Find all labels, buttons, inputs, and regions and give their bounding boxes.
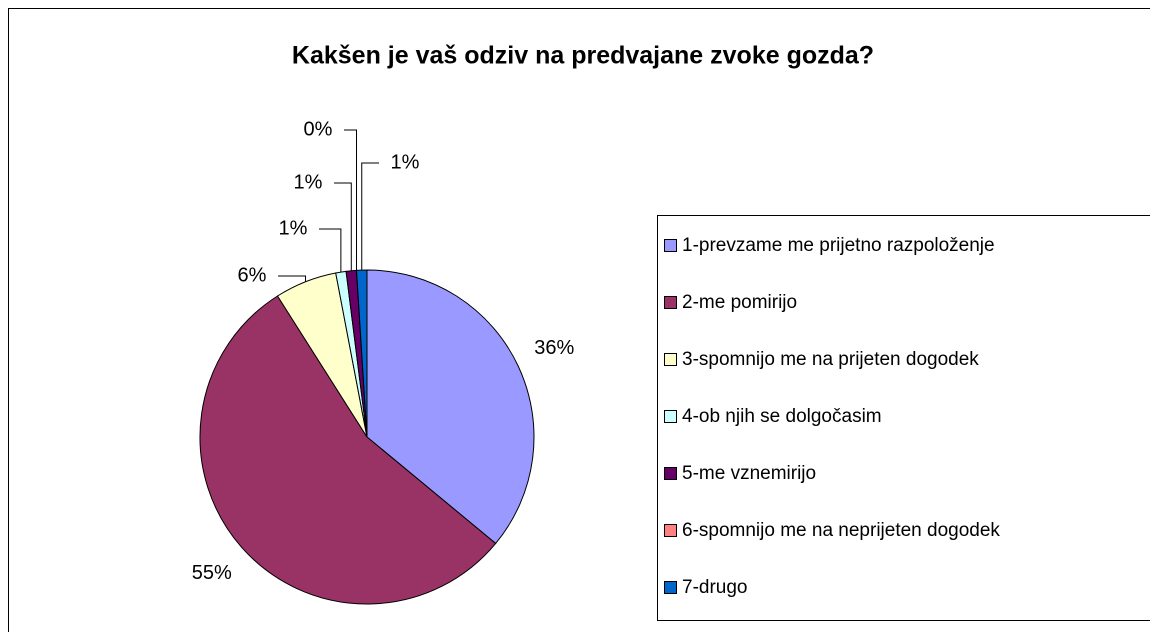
legend-label: 5-me vznemirijo [682, 463, 816, 484]
leader-line [361, 162, 379, 271]
legend-swatch [664, 467, 677, 480]
legend-box [657, 215, 1150, 621]
legend-swatch [664, 239, 677, 252]
leader-line [334, 182, 352, 271]
data-label: 1% [294, 171, 323, 193]
legend-label: 2-me pomirijo [682, 292, 797, 313]
chart-title: Kakšen je vaš odziv na predvajane zvoke … [292, 42, 874, 70]
leader-line [319, 228, 342, 273]
data-label: 1% [391, 151, 420, 173]
pie-slice [199, 295, 497, 605]
legend-swatch [664, 410, 677, 423]
pie-slice [366, 269, 535, 545]
legend-label: 1-prevzame me prijetno razpoloženje [682, 235, 995, 256]
legend-label: 4-ob njih se dolgočasim [682, 406, 882, 427]
leader-line [278, 275, 307, 282]
leader-line [344, 129, 358, 271]
data-label: 1% [279, 217, 308, 239]
pie-slice [355, 269, 368, 438]
legend-swatch [664, 353, 677, 366]
legend-swatch [664, 581, 677, 594]
legend-label: 3-spomnijo me na prijeten dogodek [682, 349, 979, 370]
legend-swatch [664, 296, 677, 309]
data-label: 55% [192, 562, 232, 584]
legend-swatch [664, 524, 677, 537]
legend-label: 7-drugo [682, 577, 748, 598]
data-label: 0% [304, 118, 333, 140]
data-label: 6% [238, 264, 267, 286]
data-label: 36% [534, 337, 574, 359]
legend-label: 6-spomnijo me na neprijeten dogodek [682, 520, 1000, 541]
